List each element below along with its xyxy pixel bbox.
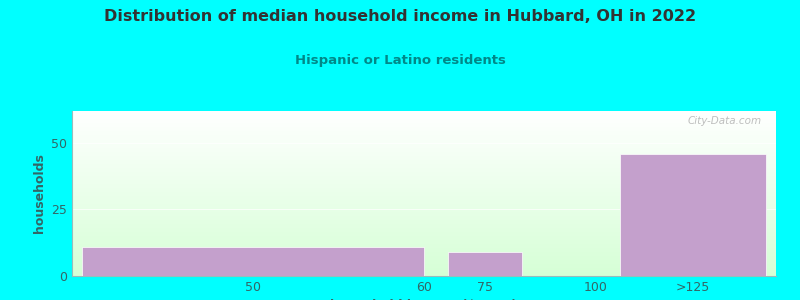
Y-axis label: households: households	[33, 154, 46, 233]
Text: City-Data.com: City-Data.com	[688, 116, 762, 126]
X-axis label: household income ($1000): household income ($1000)	[330, 299, 518, 300]
Text: Distribution of median household income in Hubbard, OH in 2022: Distribution of median household income …	[104, 9, 696, 24]
Text: Hispanic or Latino residents: Hispanic or Latino residents	[294, 54, 506, 67]
Bar	[449, 252, 522, 276]
Bar	[82, 247, 424, 276]
Bar	[619, 154, 766, 276]
